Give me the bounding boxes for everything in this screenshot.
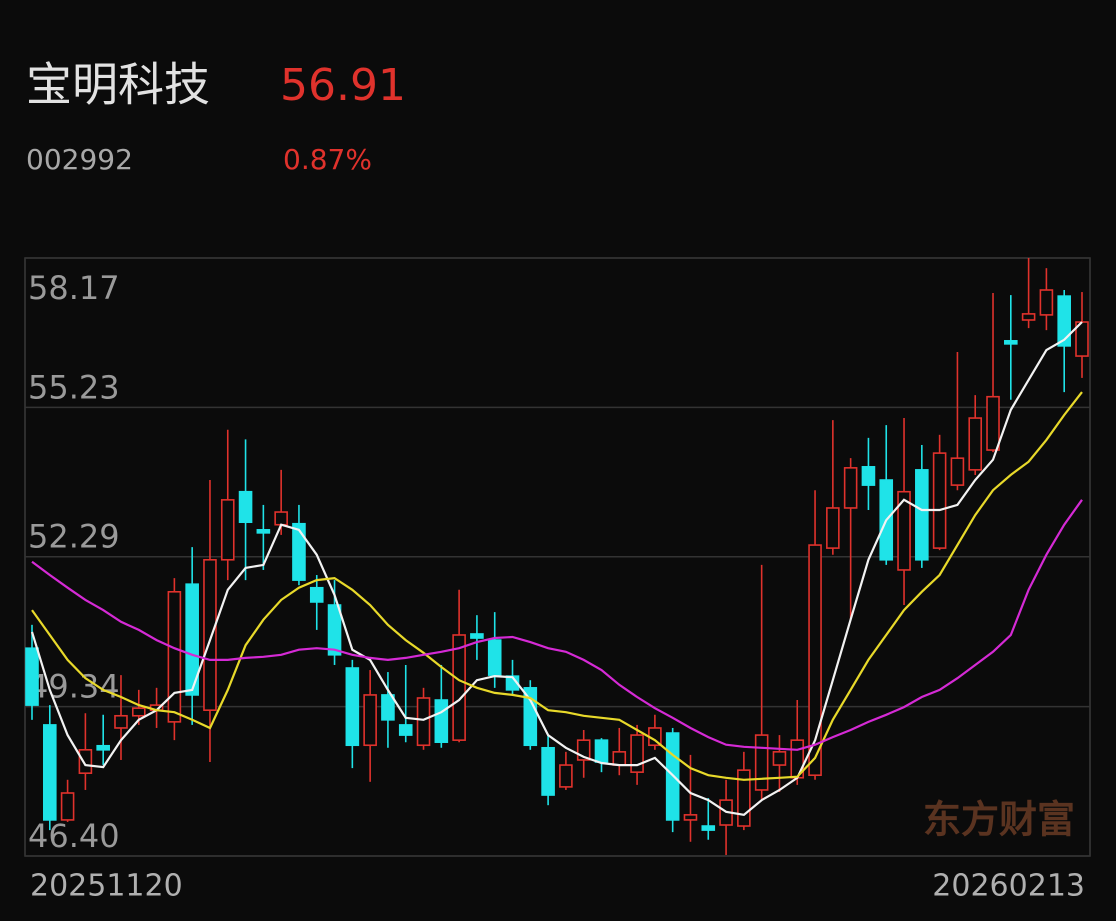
candle-body — [683, 814, 698, 821]
candle-body — [327, 604, 342, 656]
candle-body — [398, 724, 413, 736]
candle-body — [1021, 313, 1036, 321]
candle-body — [452, 634, 466, 741]
candle-body — [843, 467, 858, 509]
candle-body — [185, 583, 199, 696]
candle-body — [487, 639, 502, 676]
candle-body — [220, 499, 235, 561]
candle-body — [986, 395, 1000, 451]
moving-average-line — [30, 321, 1083, 816]
candle-body — [203, 558, 217, 711]
candle-body — [612, 751, 627, 766]
candle-body — [701, 825, 716, 831]
candle-body — [523, 687, 538, 747]
candle-body — [309, 586, 324, 603]
stock-name: 宝明科技 — [26, 58, 210, 112]
y-tick-label: 58.17 — [28, 269, 120, 307]
candle-body — [559, 764, 573, 788]
candle-body — [826, 507, 840, 549]
candle-body — [594, 739, 609, 763]
candle-body — [541, 746, 555, 796]
candle-body — [1039, 289, 1054, 316]
moving-average-line — [31, 499, 1083, 751]
watermark: 东方财富 — [923, 798, 1075, 842]
price-change: 0.87% — [283, 143, 372, 176]
candle-body — [292, 522, 306, 581]
candle-body — [897, 490, 911, 571]
candle-body — [434, 699, 449, 743]
candle-body — [114, 714, 128, 729]
candle-body — [363, 694, 377, 747]
candle-body — [345, 667, 360, 747]
x-tick-label: 20260213 — [932, 869, 1085, 904]
candle-body — [96, 744, 110, 751]
candle-body — [1057, 295, 1072, 347]
moving-average-line — [31, 391, 1083, 781]
candle-body — [932, 452, 947, 549]
candle-body — [274, 511, 288, 526]
candle-body — [256, 529, 271, 534]
candle-body — [131, 707, 146, 717]
candle-body — [381, 694, 395, 721]
y-tick-label: 46.40 — [28, 817, 120, 855]
candle-body — [861, 466, 876, 486]
x-tick-label: 20251120 — [30, 869, 183, 904]
candle-body — [808, 544, 822, 777]
candle-body — [60, 792, 75, 821]
candle-body — [470, 633, 484, 639]
stock-code: 002992 — [26, 143, 133, 176]
candle-body — [25, 647, 39, 706]
candle-body — [630, 734, 644, 773]
candle-body — [1004, 340, 1018, 345]
candle-body — [167, 591, 182, 723]
candle-body — [78, 749, 93, 774]
candle-body — [42, 724, 57, 821]
candle-body — [915, 469, 929, 561]
y-tick-label: 49.34 — [28, 668, 120, 706]
y-tick-label: 52.29 — [28, 518, 120, 556]
y-tick-label: 55.23 — [28, 368, 120, 406]
candle-body — [950, 457, 965, 486]
candle-body — [754, 734, 769, 791]
candle-body — [416, 697, 431, 747]
stock-price: 56.91 — [280, 60, 406, 111]
candle-body — [238, 490, 253, 523]
candle-body — [968, 417, 983, 471]
candle-body — [772, 751, 787, 766]
